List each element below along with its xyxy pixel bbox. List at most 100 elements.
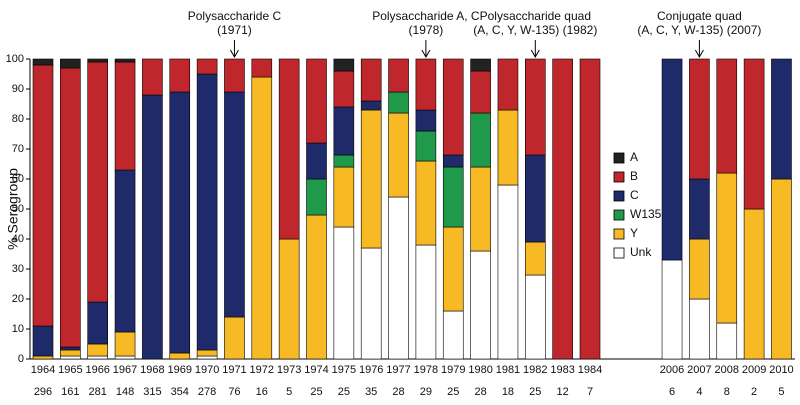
bar-segment bbox=[60, 58, 81, 69]
annotation: (A, C, Y, W-135) (1982) bbox=[473, 23, 597, 37]
bar-segment bbox=[224, 316, 245, 360]
count-label: 5 bbox=[286, 386, 292, 398]
y-axis-label: % Serogroup bbox=[5, 168, 21, 250]
bar-segment bbox=[415, 244, 437, 360]
bar-segment bbox=[442, 166, 464, 228]
bar-segment bbox=[333, 106, 355, 156]
bar-segment bbox=[415, 58, 437, 111]
bar-segment bbox=[497, 109, 519, 186]
bar-segment bbox=[442, 310, 464, 360]
bar-segment bbox=[661, 259, 683, 360]
x-tick-label: 2009 bbox=[742, 364, 766, 376]
bar-segment bbox=[114, 355, 136, 360]
bar-segment bbox=[169, 91, 191, 354]
bar-segment bbox=[771, 58, 792, 180]
count-label: 161 bbox=[61, 386, 79, 398]
bar-segment bbox=[360, 247, 382, 360]
bar-segment bbox=[333, 154, 355, 168]
bar-segment bbox=[716, 322, 738, 360]
annotation-arrowhead bbox=[421, 49, 431, 59]
legend-swatch bbox=[613, 228, 625, 240]
bar-segment bbox=[497, 184, 519, 360]
legend-swatch bbox=[613, 209, 625, 221]
bar-segment bbox=[470, 58, 491, 72]
y-tick-label: 20 bbox=[12, 293, 24, 305]
bar-segment bbox=[388, 112, 409, 198]
bar-segment bbox=[114, 169, 136, 333]
annotation-arrowhead bbox=[694, 49, 704, 59]
count-label: 18 bbox=[502, 386, 514, 398]
bar-segment bbox=[142, 58, 163, 96]
count-label: 354 bbox=[171, 386, 189, 398]
x-tick-label: 1979 bbox=[441, 364, 465, 376]
bar-segment bbox=[524, 154, 546, 243]
x-tick-label: 1983 bbox=[550, 364, 574, 376]
annotation: Polysaccharide quad bbox=[480, 9, 591, 23]
count-label: 25 bbox=[310, 386, 322, 398]
count-label: 8 bbox=[724, 386, 730, 398]
y-tick-label: 80 bbox=[12, 113, 24, 125]
bar-segment bbox=[716, 172, 738, 324]
x-tick-label: 1973 bbox=[277, 364, 301, 376]
bar-segment bbox=[360, 109, 382, 249]
bar-segment bbox=[442, 154, 464, 168]
count-label: 7 bbox=[587, 386, 593, 398]
annotation: (1978) bbox=[409, 23, 444, 37]
annotation-arrowhead bbox=[230, 49, 239, 59]
bar-segment bbox=[60, 67, 81, 348]
bar-segment bbox=[87, 61, 108, 303]
bar-segment bbox=[524, 241, 546, 276]
x-tick-label: 1972 bbox=[250, 364, 274, 376]
bar-segment bbox=[661, 58, 683, 261]
bar-segment bbox=[415, 109, 437, 132]
y-tick-label: 10 bbox=[12, 323, 24, 335]
x-tick-label: 1977 bbox=[386, 364, 410, 376]
x-tick-label: 2007 bbox=[687, 364, 711, 376]
bar-segment bbox=[470, 70, 491, 114]
bar-segment bbox=[552, 58, 573, 360]
x-tick-label: 2006 bbox=[660, 364, 684, 376]
annotation: (1971) bbox=[217, 23, 252, 37]
bar-segment bbox=[60, 355, 81, 360]
y-tick-label: 100 bbox=[6, 53, 24, 65]
bar-segment bbox=[114, 61, 136, 171]
count-label: 315 bbox=[143, 386, 161, 398]
bar-segment bbox=[306, 142, 327, 180]
bar-segment bbox=[87, 355, 108, 360]
bar-segment bbox=[415, 160, 437, 246]
legend-label: B bbox=[630, 169, 638, 183]
bar-segment bbox=[32, 325, 54, 357]
bar-segment bbox=[689, 298, 710, 360]
bar-segment bbox=[579, 58, 601, 360]
legend-label: W135 bbox=[630, 207, 662, 221]
legend-label: A bbox=[630, 150, 638, 164]
bar-segment bbox=[689, 58, 710, 180]
count-label: 6 bbox=[669, 386, 675, 398]
count-label: 281 bbox=[89, 386, 107, 398]
annotation-arrowhead bbox=[530, 49, 540, 59]
bar-segment bbox=[743, 58, 765, 210]
annotation: Conjugate quad bbox=[657, 9, 742, 23]
legend-label: C bbox=[630, 188, 639, 202]
y-tick-label: 40 bbox=[12, 233, 24, 245]
bar-segment bbox=[196, 349, 218, 357]
y-tick-label: 0 bbox=[18, 353, 24, 365]
count-label: 4 bbox=[696, 386, 702, 398]
count-label: 28 bbox=[474, 386, 486, 398]
bar-segment bbox=[388, 196, 409, 360]
count-label: 28 bbox=[392, 386, 404, 398]
bar-segment bbox=[333, 166, 355, 228]
bar-segment bbox=[360, 100, 382, 111]
x-tick-label: 1974 bbox=[304, 364, 328, 376]
y-tick-label: 70 bbox=[12, 143, 24, 155]
bar-segment bbox=[196, 58, 218, 75]
bar-segment bbox=[60, 346, 81, 351]
bar-segment bbox=[32, 58, 54, 66]
bar-segment bbox=[333, 58, 355, 72]
bar-segment bbox=[278, 238, 300, 360]
bar-segment bbox=[470, 112, 491, 168]
y-tick-label: 60 bbox=[12, 173, 24, 185]
bar-segment bbox=[32, 355, 54, 360]
bar-segment bbox=[470, 250, 491, 360]
